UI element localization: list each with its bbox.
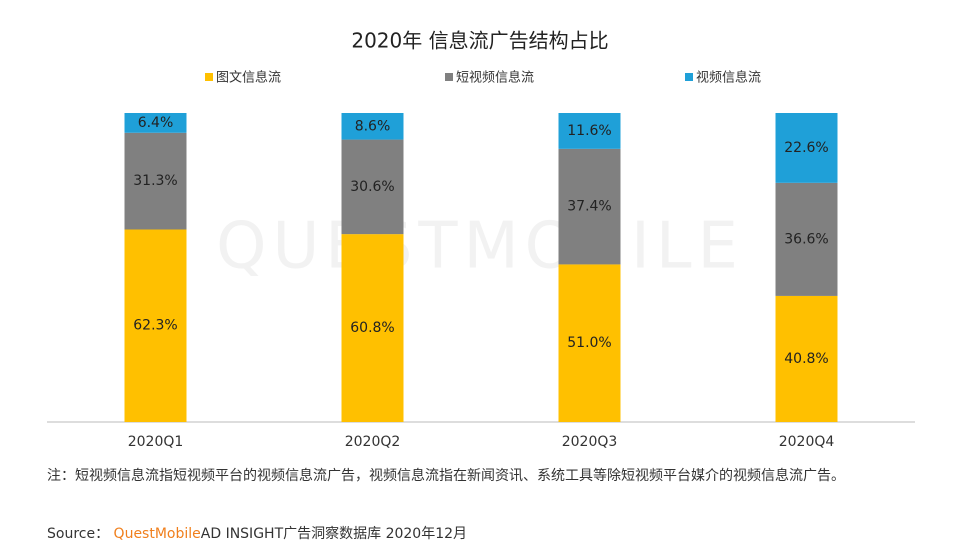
data-label: 60.8% (350, 320, 394, 336)
data-label: 11.6% (567, 123, 611, 139)
bar-segment (775, 295, 838, 422)
source: Source： QuestMobileAD INSIGHT广告洞察数据库 202… (47, 523, 467, 543)
bar-segment (124, 113, 187, 133)
source-text: AD INSIGHT广告洞察数据库 2020年12月 (200, 526, 468, 542)
bar-segment (341, 113, 404, 140)
data-label: 62.3% (133, 318, 177, 334)
x-tick-label: 2020Q3 (562, 434, 618, 450)
data-label: 51.0% (567, 335, 611, 351)
watermark: QUESTMOBILE (216, 210, 744, 284)
bar-segment (558, 148, 621, 265)
x-tick-label: 2020Q4 (779, 434, 835, 450)
source-label: Source： (47, 526, 110, 542)
data-label: 8.6% (355, 118, 391, 134)
data-label: 36.6% (784, 231, 828, 247)
legend-label: 短视频信息流 (456, 70, 534, 86)
footnote: 注：短视频信息流指短视频平台的视频信息流广告，视频信息流指在新闻资讯、系统工具等… (47, 468, 845, 484)
legend-swatch (445, 73, 453, 81)
bar-segment (558, 113, 621, 149)
bar-segment (341, 139, 404, 235)
data-label: 30.6% (350, 179, 394, 195)
data-label: 22.6% (784, 140, 828, 156)
x-tick-label: 2020Q2 (345, 434, 401, 450)
data-label: 6.4% (138, 115, 174, 131)
chart-title: 2020年 信息流广告结构占比 (351, 29, 608, 53)
bar-segment (775, 182, 838, 296)
data-label: 40.8% (784, 351, 828, 367)
data-label: 31.3% (133, 173, 177, 189)
legend-swatch (685, 73, 693, 81)
bar-segment (124, 132, 187, 230)
bar-segment (341, 234, 404, 422)
legend-label: 图文信息流 (216, 70, 281, 86)
bar-segment (558, 264, 621, 422)
legend-label: 视频信息流 (696, 70, 761, 86)
bar-segment (775, 113, 838, 183)
x-tick-label: 2020Q1 (128, 434, 184, 450)
source-brand: QuestMobile (113, 526, 201, 542)
legend-swatch (205, 73, 213, 81)
bar-segment (124, 229, 187, 422)
data-label: 37.4% (567, 199, 611, 215)
